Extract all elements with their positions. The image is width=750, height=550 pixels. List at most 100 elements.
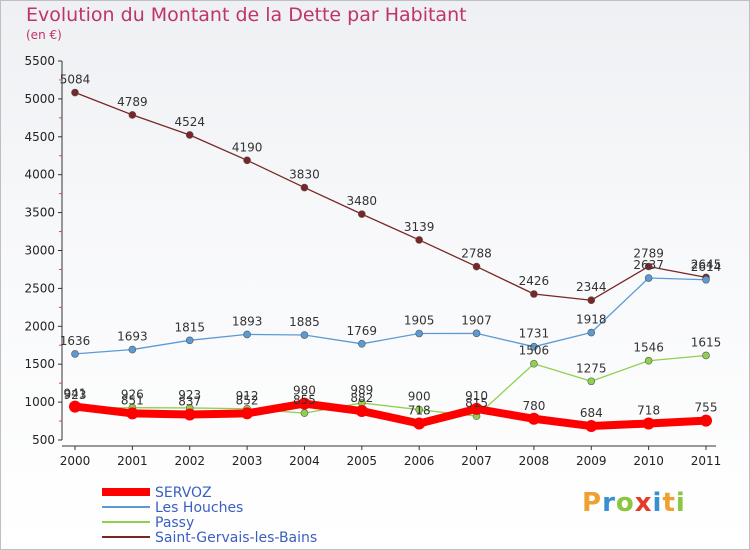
data-point — [183, 408, 196, 421]
data-point — [587, 296, 596, 305]
data-point — [126, 407, 139, 420]
data-label: 5084 — [60, 73, 91, 87]
data-label: 855 — [293, 393, 316, 407]
data-label: 4789 — [117, 95, 148, 109]
legend-label: SERVOZ — [155, 485, 212, 501]
chart-title: Evolution du Montant de la Dette par Hab… — [26, 4, 467, 26]
data-label: 2788 — [461, 247, 492, 261]
series-line-saint-gervais-les-bains — [74, 91, 707, 301]
data-point — [587, 328, 596, 337]
data-label: 755 — [695, 401, 718, 415]
data-point — [300, 183, 309, 192]
data-point — [642, 417, 655, 430]
data-label: 718 — [408, 403, 431, 417]
y-tick-label: 4500 — [24, 130, 55, 144]
y-tick-label: 1000 — [24, 395, 55, 409]
data-point — [415, 405, 423, 414]
data-label: 1731 — [519, 327, 550, 341]
data-point — [700, 414, 712, 427]
data-label: 4524 — [174, 115, 205, 129]
data-label: 1546 — [633, 341, 664, 355]
data-label: 1918 — [576, 313, 607, 327]
data-label: 1506 — [519, 344, 550, 358]
data-point — [71, 88, 79, 97]
x-tick-label: 2007 — [461, 454, 492, 468]
data-point — [530, 359, 538, 368]
data-label: 718 — [637, 403, 660, 417]
data-label: 3480 — [347, 194, 378, 208]
data-point — [530, 290, 538, 298]
data-label: 837 — [178, 394, 201, 408]
data-label: 1905 — [404, 314, 435, 328]
y-tick-label: 5000 — [24, 92, 55, 106]
data-point — [527, 412, 540, 425]
y-tick-label: 5500 — [24, 54, 55, 68]
data-point — [644, 356, 653, 365]
data-point — [415, 329, 423, 338]
data-label: 926 — [121, 388, 144, 402]
data-point — [355, 405, 368, 418]
data-label: 923 — [178, 388, 201, 402]
data-label: 1893 — [232, 314, 263, 328]
data-label: 941 — [64, 387, 87, 401]
legend-label: Passy — [155, 515, 194, 531]
chart-subtitle: (en €) — [26, 28, 62, 42]
data-label: 1885 — [289, 315, 320, 329]
data-label: 1636 — [60, 334, 91, 348]
data-label: 2426 — [519, 274, 550, 288]
data-label: 684 — [580, 406, 603, 420]
data-point — [358, 340, 366, 348]
data-point — [298, 397, 311, 410]
data-point — [472, 262, 481, 271]
data-point — [300, 331, 309, 339]
data-point — [644, 262, 653, 271]
y-tick-label: 500 — [32, 433, 55, 447]
data-label: 2637 — [633, 258, 664, 272]
data-label: 2789 — [633, 246, 664, 260]
data-point — [530, 342, 538, 351]
y-tick-label: 2000 — [24, 319, 55, 333]
data-label: 1815 — [174, 320, 205, 334]
data-point — [358, 210, 366, 218]
data-point — [472, 329, 481, 338]
data-point — [185, 131, 194, 139]
proxiti-logo: Proxiti — [582, 488, 686, 518]
data-label: 1275 — [576, 361, 607, 375]
data-label: 2614 — [691, 260, 722, 274]
data-point — [587, 377, 596, 386]
x-tick-label: 2011 — [691, 454, 722, 468]
x-tick-label: 2002 — [174, 454, 205, 468]
legend-label: Saint-Gervais-les-Bains — [155, 530, 317, 546]
data-point — [470, 402, 483, 415]
data-label: 1907 — [461, 313, 492, 327]
x-tick-label: 2005 — [347, 454, 378, 468]
data-point — [413, 417, 426, 430]
data-label: 2645 — [691, 257, 722, 271]
data-point — [585, 420, 598, 433]
data-point — [644, 274, 653, 282]
data-label: 3139 — [404, 220, 435, 234]
data-label: 900 — [408, 390, 431, 404]
x-tick-label: 2010 — [633, 454, 664, 468]
data-label: 1693 — [117, 330, 148, 344]
data-point — [241, 407, 254, 420]
x-tick-label: 2009 — [576, 454, 607, 468]
data-point — [243, 330, 251, 339]
y-tick-label: 2500 — [24, 281, 55, 295]
data-label: 910 — [465, 389, 488, 403]
x-tick-label: 2006 — [404, 454, 435, 468]
data-label: 912 — [236, 389, 259, 403]
y-tick-label: 3500 — [24, 206, 55, 220]
data-point — [702, 275, 710, 284]
x-tick-label: 2004 — [289, 454, 320, 468]
data-point — [185, 336, 194, 345]
x-tick-label: 2000 — [60, 454, 91, 468]
data-label: 980 — [293, 384, 316, 398]
data-point — [702, 351, 710, 360]
x-tick-label: 2008 — [519, 454, 550, 468]
data-point — [243, 156, 251, 165]
data-label: 851 — [121, 393, 144, 407]
data-point — [415, 236, 423, 244]
data-label: 3830 — [289, 168, 320, 182]
